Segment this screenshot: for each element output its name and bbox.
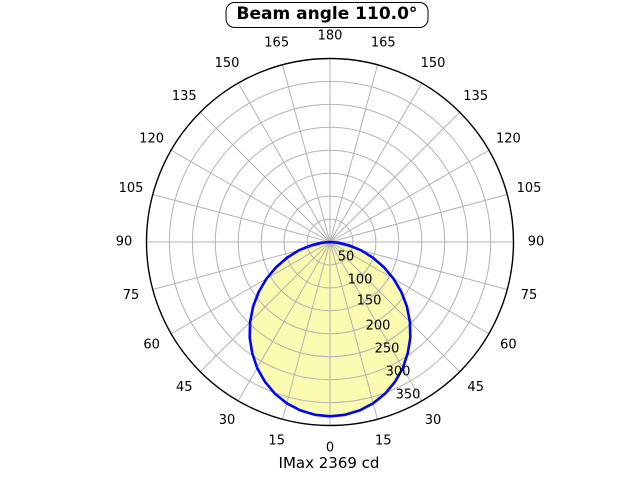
angle-tick-label: 120 bbox=[496, 132, 521, 147]
angle-tick-label: 120 bbox=[139, 132, 164, 147]
angle-tick-label: 30 bbox=[219, 413, 236, 428]
angle-tick-label: 75 bbox=[123, 288, 140, 303]
angle-tick-label: 15 bbox=[268, 434, 285, 449]
grid-spoke bbox=[170, 241, 331, 335]
chart-title: Beam angle 110.0° bbox=[225, 2, 429, 28]
grid-spoke bbox=[237, 82, 331, 243]
grid-spoke bbox=[152, 194, 331, 243]
angle-tick-label: 165 bbox=[264, 36, 289, 51]
angle-tick-label: 105 bbox=[119, 181, 144, 196]
grid-spoke bbox=[329, 64, 378, 243]
angle-tick-label: 60 bbox=[143, 338, 160, 353]
angle-tick-label: 150 bbox=[421, 56, 446, 71]
radial-tick-label: 200 bbox=[366, 319, 391, 334]
angle-tick-label: 45 bbox=[467, 380, 484, 395]
grid-spoke bbox=[329, 194, 508, 243]
angle-tick-label: 105 bbox=[517, 181, 542, 196]
grid-spoke bbox=[329, 241, 461, 373]
angle-tick-label: 90 bbox=[528, 235, 545, 250]
angle-tick-label: 165 bbox=[371, 36, 396, 51]
angle-tick-label: 75 bbox=[521, 288, 538, 303]
radial-tick-label: 150 bbox=[357, 294, 382, 309]
imax-annotation: IMax 2369 cd bbox=[278, 454, 380, 472]
angle-tick-label: 135 bbox=[172, 89, 197, 104]
angle-tick-label: 135 bbox=[463, 89, 488, 104]
grid-spoke bbox=[329, 241, 378, 420]
radial-tick-label: 300 bbox=[386, 365, 411, 380]
grid-spoke bbox=[329, 111, 461, 243]
angle-tick-label: 90 bbox=[116, 235, 133, 250]
angle-tick-label: 0 bbox=[326, 441, 334, 456]
angle-tick-label: 60 bbox=[500, 338, 517, 353]
grid-spoke bbox=[282, 241, 331, 420]
angle-tick-label: 180 bbox=[318, 29, 343, 44]
radial-tick-label: 350 bbox=[396, 388, 421, 403]
radial-tick-label: 250 bbox=[375, 342, 400, 357]
radial-tick-label: 100 bbox=[348, 273, 373, 288]
grid-spoke bbox=[329, 149, 490, 243]
grid-spoke bbox=[237, 241, 331, 402]
angle-tick-label: 150 bbox=[215, 56, 240, 71]
angle-tick-label: 30 bbox=[425, 413, 442, 428]
grid-spoke bbox=[329, 241, 490, 335]
angle-tick-label: 45 bbox=[176, 380, 193, 395]
grid-spoke bbox=[329, 241, 423, 402]
grid-spoke bbox=[199, 111, 331, 243]
radial-tick-label: 50 bbox=[338, 250, 355, 265]
angle-tick-label: 15 bbox=[375, 434, 392, 449]
grid-spoke bbox=[282, 64, 331, 243]
grid-spoke bbox=[199, 241, 331, 373]
grid-spoke bbox=[170, 149, 331, 243]
grid-spoke bbox=[329, 82, 423, 243]
outer-axis-circle bbox=[145, 57, 515, 427]
beam-curve bbox=[248, 240, 412, 418]
